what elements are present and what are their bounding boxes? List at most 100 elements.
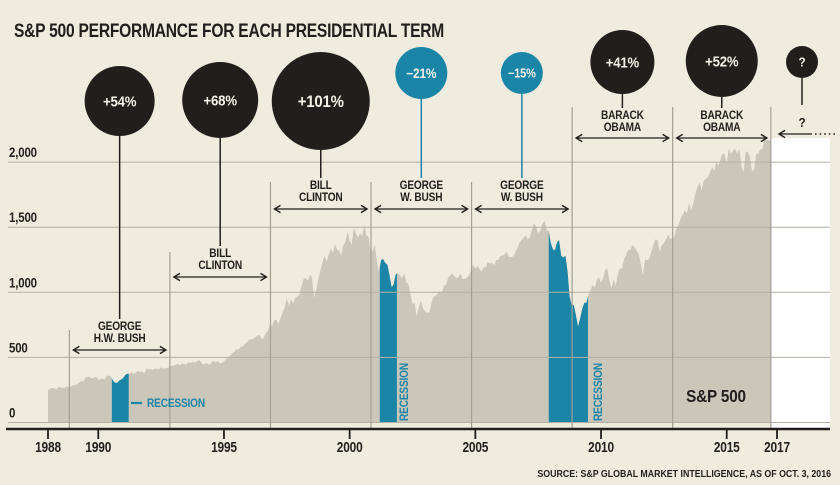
recession-band [111,373,129,423]
y-tick-label-1,000: 1,000 [9,274,37,290]
x-tick-label-2015-wrap: 2015 [714,439,740,455]
sp500-area [48,139,771,423]
x-tick-label-2005: 2005 [462,439,488,455]
arrowhead [574,133,583,143]
term-bubble [685,25,758,97]
president-name-line2: OBAMA [703,121,741,134]
y-tick-label-1,500: 1,500 [9,209,37,225]
arrowhead [760,133,769,143]
term-bubble [84,66,155,136]
president-name-line1: BARACK [601,109,644,122]
president-name-line2-wrap: CLINTON [299,191,343,204]
x-tick-label-2010-wrap: 2010 [588,439,614,455]
source-credit: SOURCE: S&P GLOBAL MARKET INTELLIGENCE, … [537,468,831,480]
president-name-line2: CLINTON [198,259,242,272]
president-name-line1-wrap: GEORGE [400,179,444,192]
president-name-line1: GEORGE [400,179,443,192]
x-tick-label-2017: 2017 [764,439,790,455]
x-tick-label-2010: 2010 [588,439,614,455]
recession-legend-label: RECESSION [147,397,205,410]
y-tick-label-500: 500 [9,339,28,355]
president-name-line1: GEORGE [98,320,141,333]
president-name-line2-wrap: OBAMA [604,121,642,134]
future-question-bubble [786,46,818,78]
term-change-label-wrap: −21% [406,65,436,81]
president-name-line1-wrap: BARACK [601,109,644,122]
y-tick-label-1,500-wrap: 1,500 [9,209,37,225]
president-name-line2-wrap: OBAMA [703,121,741,134]
president-name-line2-wrap: W. BUSH [501,191,544,204]
arrowhead [561,204,570,214]
president-name-line1: BILL [310,179,332,192]
term-bubble [271,52,370,150]
term-change-label-wrap: −15% [508,67,537,81]
president-name-line1-wrap: GEORGE [500,179,544,192]
term-change-label: +52% [705,53,739,70]
x-tick-label-1988-wrap: 1988 [35,439,61,455]
recession-vertical-label: RECESSION [398,363,411,421]
term-bubble [500,52,543,94]
president-name-line2-wrap: CLINTON [198,259,242,272]
future-bubble-label-wrap: ? [799,55,806,70]
term-change-label: −15% [508,67,536,81]
president-name-line1-wrap: BARACK [700,109,743,122]
term-change-label: +41% [606,54,640,71]
arrowhead [474,204,482,214]
term-change-label: +68% [204,92,238,109]
y-tick-label-1,000-wrap: 1,000 [9,274,37,290]
arrowhead [360,204,369,214]
president-name-line2: OBAMA [604,121,642,134]
term-change-label-wrap: +52% [705,53,739,70]
recession-legend-label-wrap: RECESSION [147,397,206,410]
x-tick-label-2005-wrap: 2005 [462,439,488,455]
arrowhead [461,204,469,214]
arrowhead [675,133,684,143]
y-tick-label-500-wrap: 500 [9,339,28,355]
recession-band [548,231,588,423]
arrowhead [172,272,181,282]
x-tick-label-1995-wrap: 1995 [211,439,237,455]
president-name-line1: BILL [209,247,231,260]
president-name-line2: CLINTON [299,191,343,204]
arrowhead [373,204,382,214]
future-region [770,138,830,428]
sp500-area-label-wrap: S&P 500 [686,386,746,406]
term-change-label: −21% [406,65,436,81]
y-tick-label-2,000: 2,000 [9,144,37,160]
president-name-line1-wrap: BILL [310,179,332,192]
future-note-label-wrap: ? [799,115,806,130]
term-change-label: +101% [298,93,344,111]
y-tick-label-0-wrap: 0 [9,404,15,420]
recession-vertical-label: RECESSION [592,363,605,421]
arrowhead [72,345,80,355]
term-bubble [182,62,259,138]
recession-vertical-label-wrap: RECESSION [398,363,411,421]
president-name-line1: GEORGE [500,179,543,192]
source-credit-wrap: SOURCE: S&P GLOBAL MARKET INTELLIGENCE, … [537,468,831,480]
x-tick-label-2017-wrap: 2017 [764,439,790,455]
term-bubble [590,30,655,94]
president-name-line1-wrap: GEORGE [98,320,142,333]
term-change-label-wrap: +101% [298,93,344,111]
arrowhead [260,272,268,282]
x-tick-label-1990: 1990 [85,439,111,455]
president-name-line2-wrap: W. BUSH [400,191,443,204]
x-tick-label-2000: 2000 [337,439,363,455]
future-bubble-label: ? [799,55,806,70]
arrowhead [159,345,168,355]
term-change-label-wrap: +54% [103,93,137,110]
president-name-line1-wrap: BILL [209,247,231,260]
x-tick-label-1990-wrap: 1990 [85,439,111,455]
y-tick-label-2,000-wrap: 2,000 [9,144,37,160]
term-change-label: +54% [103,93,137,110]
president-name-line2: W. BUSH [400,191,442,204]
recession-band [379,259,397,423]
x-tick-label-2015: 2015 [714,439,740,455]
term-bubble [395,47,448,99]
arrowhead [273,204,281,214]
x-tick-label-2000-wrap: 2000 [337,439,363,455]
x-tick-label-1995: 1995 [211,439,237,455]
president-name-line1: BARACK [700,109,743,122]
president-name-line2: W. BUSH [501,191,543,204]
president-name-line2: H.W. BUSH [94,332,146,345]
